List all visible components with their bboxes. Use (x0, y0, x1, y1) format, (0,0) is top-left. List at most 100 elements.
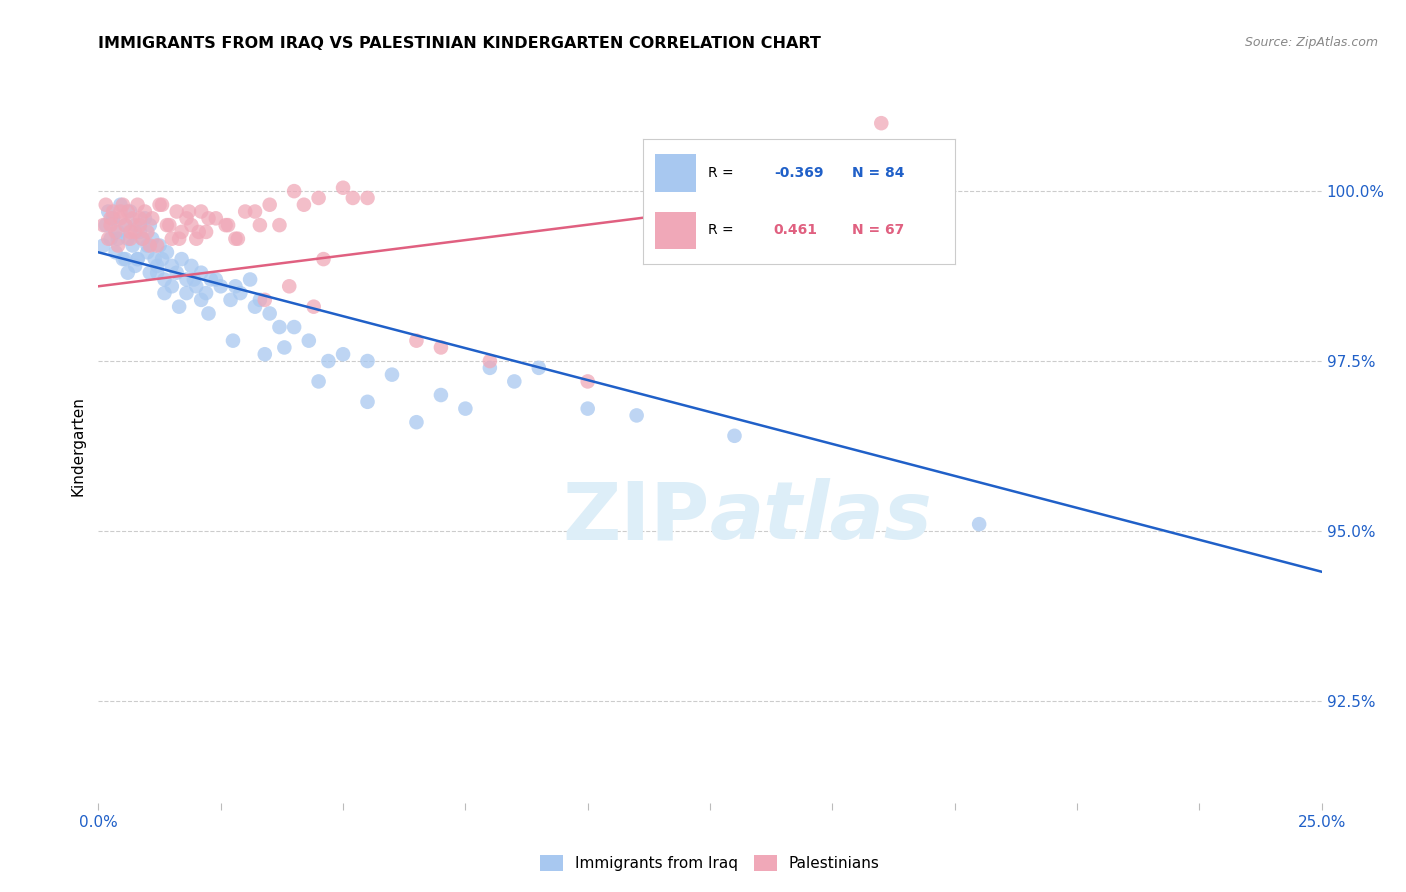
Point (91, 218, 114, 232)
Point (120, 225, 142, 239)
Point (190, 204, 212, 219)
Point (259, 198, 281, 212)
Point (292, 198, 315, 212)
Point (149, 198, 172, 212)
Point (160, 259, 183, 273)
Point (127, 252, 149, 266)
Point (967, 517, 990, 532)
FancyBboxPatch shape (655, 211, 696, 249)
Point (405, 415, 427, 429)
Point (131, 232, 153, 246)
Point (186, 279, 208, 293)
Point (253, 293, 276, 307)
Point (229, 286, 252, 301)
Point (110, 204, 132, 219)
Point (312, 252, 335, 266)
Point (200, 272, 222, 286)
Text: N = 67: N = 67 (852, 223, 904, 237)
Point (107, 238, 129, 252)
Point (243, 300, 266, 314)
Point (150, 198, 173, 212)
Y-axis label: Kindergarten: Kindergarten (70, 396, 86, 496)
Point (160, 279, 183, 293)
Point (91, 238, 114, 252)
Point (249, 293, 271, 307)
Point (124, 225, 146, 239)
Point (129, 225, 152, 239)
Point (870, 116, 893, 130)
Point (405, 334, 427, 348)
Point (197, 306, 219, 320)
Point (176, 272, 198, 286)
Point (170, 252, 193, 266)
Point (222, 334, 245, 348)
Point (205, 272, 228, 286)
Point (117, 266, 139, 280)
Point (195, 225, 218, 239)
Point (134, 211, 156, 226)
Point (139, 266, 162, 280)
Point (190, 293, 212, 307)
Point (117, 232, 139, 246)
Point (283, 184, 305, 198)
Point (527, 360, 550, 375)
Point (273, 341, 295, 355)
Point (430, 388, 453, 402)
Point (111, 252, 134, 266)
Point (124, 218, 146, 232)
Point (134, 204, 156, 219)
Point (318, 354, 340, 368)
Point (332, 180, 354, 194)
Legend: Immigrants from Iraq, Palestinians: Immigrants from Iraq, Palestinians (534, 849, 886, 877)
Point (131, 232, 153, 246)
Point (104, 245, 127, 260)
Point (121, 211, 143, 226)
Point (302, 300, 325, 314)
Point (454, 401, 477, 416)
Point (269, 218, 291, 232)
Point (269, 320, 291, 334)
Point (127, 252, 149, 266)
Point (167, 300, 190, 314)
Point (197, 211, 219, 226)
Point (150, 252, 173, 266)
Point (166, 266, 188, 280)
FancyBboxPatch shape (655, 154, 696, 192)
Point (356, 394, 378, 409)
Point (183, 272, 205, 286)
Point (166, 204, 188, 219)
Point (94, 198, 117, 212)
Point (149, 238, 172, 252)
Point (239, 272, 262, 286)
Point (249, 218, 271, 232)
Point (107, 232, 129, 246)
Point (136, 245, 159, 260)
Point (139, 238, 162, 252)
Point (100, 232, 122, 246)
Point (209, 279, 232, 293)
Point (139, 218, 162, 232)
Text: ZIP: ZIP (562, 478, 710, 557)
Point (101, 211, 124, 226)
Point (100, 218, 122, 232)
Point (195, 286, 218, 301)
Point (233, 204, 256, 219)
Text: 0.461: 0.461 (773, 223, 818, 237)
Point (121, 238, 143, 252)
Point (157, 218, 180, 232)
Point (114, 218, 136, 232)
Point (141, 211, 163, 226)
Text: atlas: atlas (710, 478, 932, 557)
Point (167, 232, 190, 246)
Point (177, 204, 200, 219)
Point (176, 211, 198, 226)
Point (100, 211, 122, 226)
Point (381, 368, 404, 382)
Point (153, 272, 176, 286)
Point (160, 232, 183, 246)
Point (478, 360, 501, 375)
Text: -0.369: -0.369 (773, 166, 824, 180)
Point (136, 238, 159, 252)
Point (576, 375, 599, 389)
Point (111, 198, 134, 212)
